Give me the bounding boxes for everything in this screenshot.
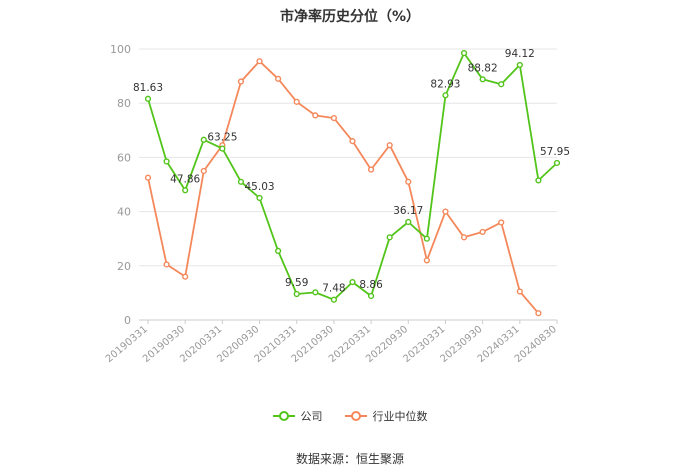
company-point — [312, 289, 319, 296]
company-point — [144, 95, 152, 102]
series-line-industry-median — [147, 60, 540, 314]
y-tick-label: 0 — [124, 314, 131, 327]
company-point — [460, 49, 468, 57]
industry-median-point — [256, 58, 263, 65]
source-note: 数据来源：恒生聚源 — [295, 452, 404, 466]
industry-median-point — [330, 115, 338, 122]
industry-median-point — [163, 261, 170, 268]
industry-median-point — [516, 288, 523, 295]
industry-median-point — [423, 257, 430, 264]
industry-median-point — [442, 208, 449, 215]
company-point — [293, 290, 300, 298]
legend-item-company[interactable]: 公司 — [272, 408, 323, 424]
company-point — [200, 136, 207, 143]
company-point — [553, 159, 561, 167]
company-data-label: 9.59 — [285, 277, 308, 289]
company-point — [442, 92, 449, 99]
company-point — [237, 178, 245, 185]
company-data-label: 8.86 — [359, 279, 383, 291]
industry-median-point — [200, 167, 207, 175]
company-data-label: 88.82 — [468, 62, 498, 74]
legend-swatch-company — [272, 410, 295, 422]
industry-median-point — [349, 138, 356, 145]
industry-median-point — [275, 75, 282, 82]
industry-median-point — [293, 98, 300, 105]
y-tick-label: 80 — [117, 97, 131, 110]
company-point — [498, 81, 505, 88]
company-point — [386, 234, 393, 241]
company-data-label: 94.12 — [505, 48, 535, 60]
company-point — [349, 278, 356, 286]
company-data-label: 36.17 — [393, 205, 423, 217]
company-point — [330, 296, 338, 303]
company-data-label: 82.93 — [430, 78, 460, 90]
industry-median-point — [535, 310, 542, 317]
legend-swatch-industry-median — [344, 410, 367, 422]
series-line-company — [147, 52, 558, 301]
industry-median-point — [367, 166, 375, 173]
industry-median-point — [144, 174, 152, 181]
company-point — [535, 177, 542, 184]
company-point — [367, 292, 375, 300]
company-point — [479, 76, 486, 83]
company-data-label: 45.03 — [245, 181, 275, 193]
company-data-label: 63.25 — [207, 132, 237, 144]
company-data-label: 57.95 — [540, 146, 570, 158]
company-point — [275, 247, 282, 254]
legend-label-industry-median: 行业中位数 — [372, 410, 428, 423]
company-data-label: 81.63 — [133, 82, 163, 94]
company-point — [182, 187, 189, 194]
industry-median-point — [460, 234, 468, 241]
company-data-label: 47.86 — [170, 173, 200, 185]
industry-median-point — [237, 78, 245, 85]
legend-item-industry-median[interactable]: 行业中位数 — [344, 408, 428, 424]
y-tick-label: 40 — [117, 206, 131, 219]
industry-median-point — [405, 178, 412, 185]
y-tick-label: 20 — [117, 260, 131, 273]
industry-median-point — [386, 142, 393, 149]
company-point — [219, 145, 226, 152]
y-tick-label: 100 — [110, 43, 131, 56]
legend: 公司 行业中位数 — [0, 408, 700, 424]
industry-median-point — [312, 112, 319, 119]
industry-median-point — [479, 228, 486, 236]
company-point — [256, 194, 263, 202]
industry-median-point — [498, 219, 505, 226]
company-data-label: 7.48 — [322, 283, 345, 295]
legend-label-company: 公司 — [300, 410, 323, 423]
company-point — [516, 61, 523, 69]
company-point — [423, 235, 430, 242]
industry-median-point — [182, 273, 189, 280]
y-tick-label: 60 — [117, 151, 131, 164]
company-point — [163, 158, 170, 165]
chart-title: 市净率历史分位（%） — [279, 9, 421, 25]
company-point — [405, 218, 412, 226]
